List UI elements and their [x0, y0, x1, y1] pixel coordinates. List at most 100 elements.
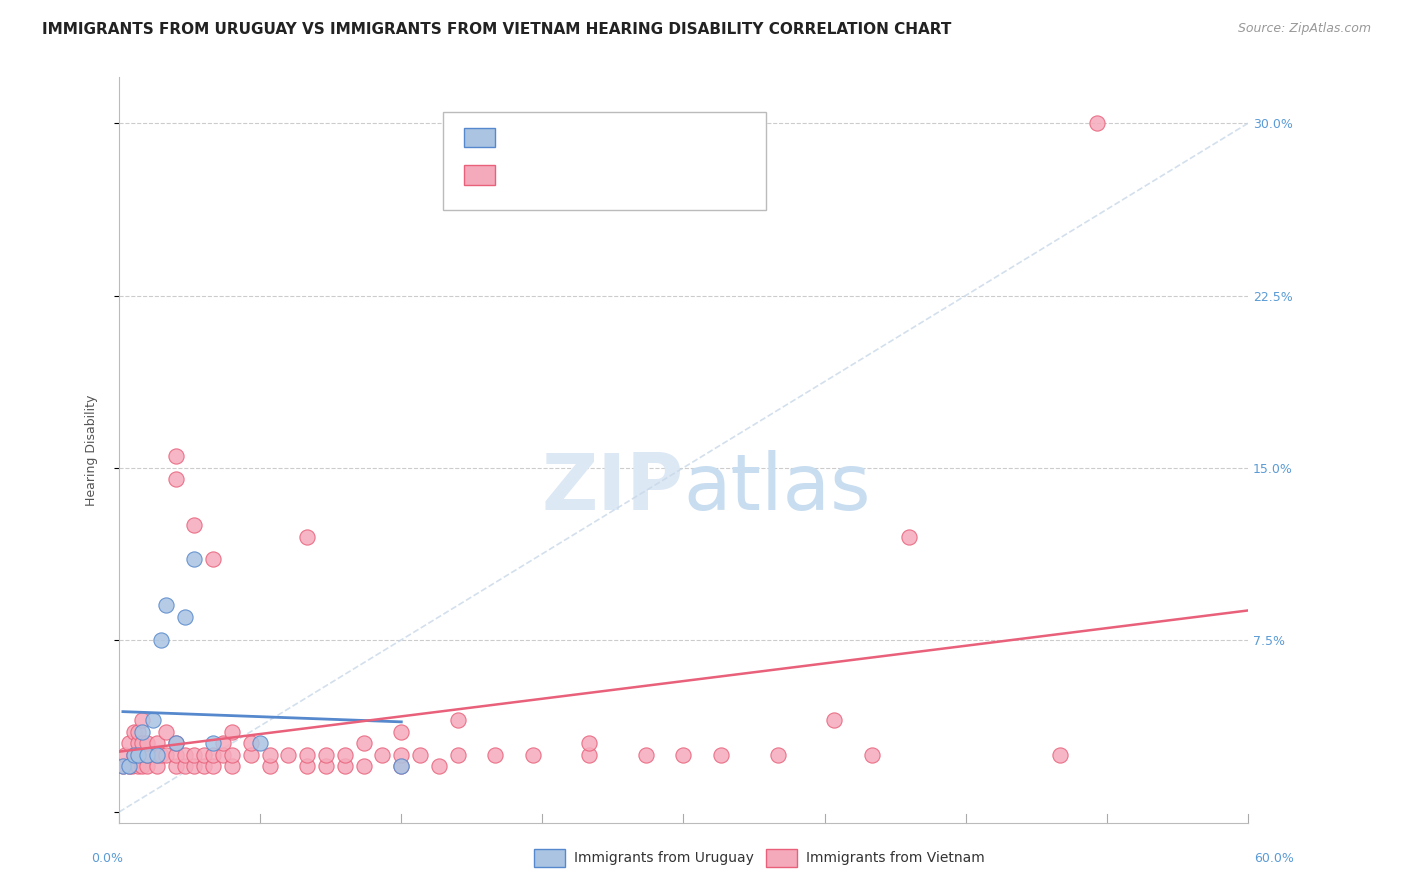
Point	[249, 736, 271, 750]
Text: R = 0.457: R = 0.457	[506, 128, 582, 142]
Point	[149, 632, 172, 647]
Point	[202, 552, 225, 566]
Point	[766, 747, 789, 762]
Point	[127, 724, 149, 739]
Point	[297, 747, 319, 762]
Point	[122, 747, 145, 762]
Point	[578, 747, 600, 762]
Point	[142, 713, 165, 727]
Point	[121, 759, 143, 773]
Point	[149, 747, 172, 762]
Point	[136, 736, 159, 750]
Point	[427, 759, 450, 773]
Point	[239, 747, 262, 762]
Text: 60.0%: 60.0%	[1254, 852, 1294, 865]
Point	[634, 747, 657, 762]
Text: N = 16: N = 16	[633, 128, 685, 142]
Point	[127, 736, 149, 750]
Point	[155, 724, 177, 739]
Point	[131, 736, 153, 750]
Point	[221, 724, 243, 739]
Point	[389, 759, 412, 773]
Point	[297, 759, 319, 773]
Point	[174, 747, 197, 762]
Point	[315, 747, 337, 762]
Text: R = 0.447: R = 0.447	[506, 165, 582, 179]
Point	[145, 736, 167, 750]
Point	[145, 759, 167, 773]
Point	[1049, 747, 1071, 762]
Point	[136, 747, 159, 762]
Point	[127, 759, 149, 773]
Point	[122, 724, 145, 739]
Point	[183, 518, 205, 533]
Point	[127, 747, 149, 762]
Point	[315, 759, 337, 773]
Point	[202, 759, 225, 773]
Point	[389, 724, 412, 739]
Point	[165, 472, 187, 486]
Point	[114, 747, 136, 762]
Point	[183, 552, 205, 566]
Text: Source: ZipAtlas.com: Source: ZipAtlas.com	[1237, 22, 1371, 36]
Point	[353, 759, 375, 773]
Point	[522, 747, 544, 762]
Point	[239, 736, 262, 750]
Point	[165, 736, 187, 750]
Point	[211, 747, 233, 762]
Point	[136, 759, 159, 773]
Point	[165, 736, 187, 750]
Point	[389, 759, 412, 773]
Point	[111, 759, 134, 773]
Point	[221, 759, 243, 773]
Text: atlas: atlas	[683, 450, 870, 525]
Point	[193, 759, 215, 773]
Point	[447, 713, 470, 727]
Point	[353, 736, 375, 750]
Point	[174, 759, 197, 773]
Point	[409, 747, 432, 762]
Point	[259, 759, 281, 773]
Point	[183, 747, 205, 762]
Point	[174, 610, 197, 624]
Point	[165, 449, 187, 463]
Point	[193, 747, 215, 762]
Point	[117, 736, 139, 750]
Point	[277, 747, 299, 762]
Point	[211, 736, 233, 750]
Point	[672, 747, 695, 762]
Point	[165, 747, 187, 762]
Point	[578, 736, 600, 750]
Y-axis label: Hearing Disability: Hearing Disability	[86, 395, 98, 506]
Point	[155, 599, 177, 613]
Text: Immigrants from Vietnam: Immigrants from Vietnam	[806, 851, 984, 865]
Point	[371, 747, 394, 762]
Text: Immigrants from Uruguay: Immigrants from Uruguay	[574, 851, 754, 865]
Text: IMMIGRANTS FROM URUGUAY VS IMMIGRANTS FROM VIETNAM HEARING DISABILITY CORRELATIO: IMMIGRANTS FROM URUGUAY VS IMMIGRANTS FR…	[42, 22, 952, 37]
Text: ZIP: ZIP	[541, 450, 683, 525]
Point	[202, 747, 225, 762]
Point	[389, 747, 412, 762]
Point	[136, 747, 159, 762]
Point	[122, 747, 145, 762]
Point	[131, 713, 153, 727]
Point	[297, 530, 319, 544]
Point	[898, 530, 921, 544]
Point	[333, 747, 356, 762]
Point	[447, 747, 470, 762]
Point	[131, 724, 153, 739]
Point	[183, 759, 205, 773]
Point	[710, 747, 733, 762]
Point	[165, 759, 187, 773]
Text: N = 71: N = 71	[633, 165, 685, 179]
Point	[131, 759, 153, 773]
Point	[333, 759, 356, 773]
Point	[484, 747, 506, 762]
Point	[155, 747, 177, 762]
Point	[823, 713, 845, 727]
Point	[111, 759, 134, 773]
Point	[127, 747, 149, 762]
Point	[117, 759, 139, 773]
Text: 0.0%: 0.0%	[91, 852, 124, 865]
Point	[1085, 116, 1108, 130]
